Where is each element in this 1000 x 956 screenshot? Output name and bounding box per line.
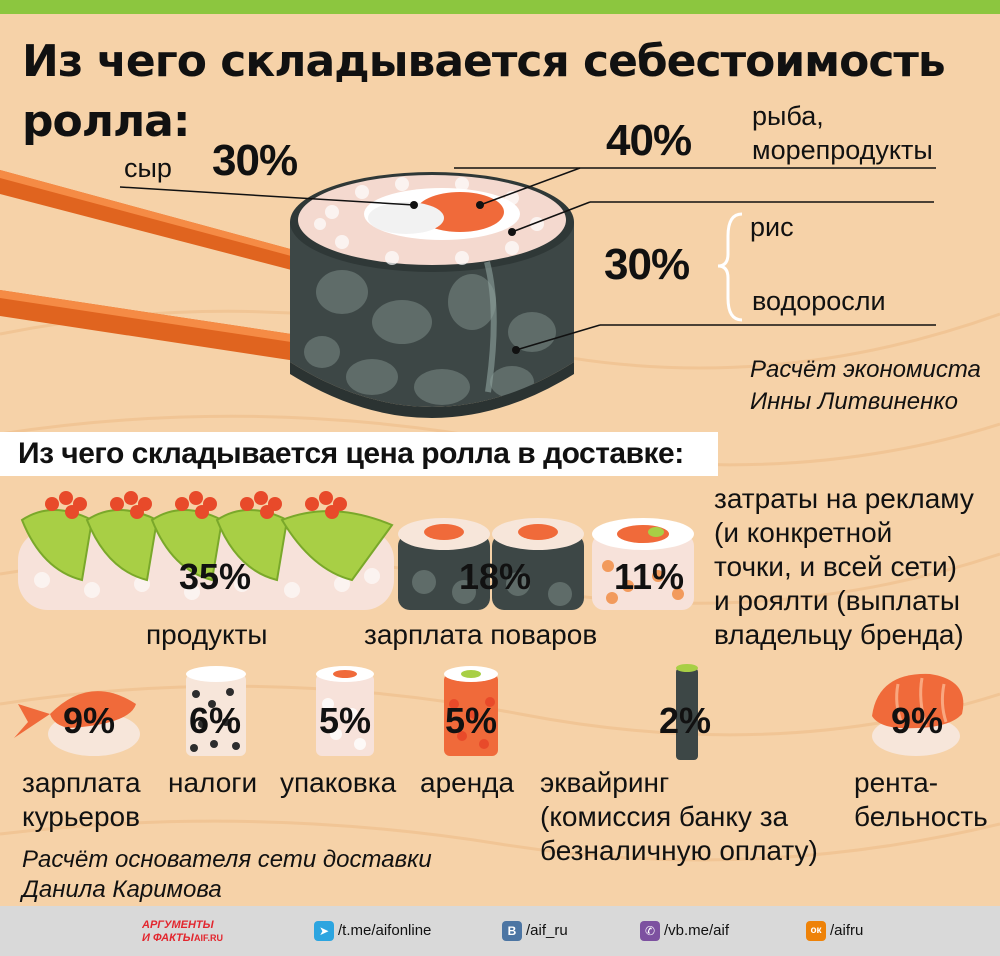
- profitability-sushi-illustration: [872, 673, 964, 756]
- fish-percent: 40%: [606, 116, 692, 165]
- chef-salary-percent: 18%: [458, 556, 532, 597]
- profitability-label-line2: бельность: [854, 801, 988, 832]
- advertising-label-line2: (и конкретной: [714, 517, 893, 548]
- seaweed-label: водоросли: [752, 286, 886, 316]
- products-percent: 35%: [178, 556, 252, 597]
- viber-link-text: /vb.me/aif: [664, 922, 730, 939]
- cost-source-line2: Инны Литвиненко: [750, 388, 959, 415]
- vk-link-text: /aif_ru: [526, 922, 568, 939]
- odnoklassniki-link-text: /aifru: [830, 922, 864, 939]
- profitability-label-line1: рента-: [854, 767, 939, 798]
- telegram-link[interactable]: ➤/t.me/aifonline: [314, 920, 431, 942]
- page-title-line2: ролла:: [22, 96, 190, 147]
- delivery-section-title: Из чего складывается цена ролла в достав…: [18, 437, 684, 470]
- acquiring-label-line1: эквайринг: [540, 767, 670, 798]
- page-title-line1: Из чего складывается себестоимость: [22, 36, 946, 87]
- logo-text-line1: АРГУМЕНТЫ: [142, 919, 215, 931]
- profitability-percent: 9%: [890, 700, 944, 741]
- acquiring-roll-illustration: [676, 664, 698, 760]
- advertising-roll-illustration: [592, 518, 694, 610]
- taxes-label: налоги: [168, 767, 258, 798]
- packaging-label: упаковка: [280, 767, 397, 798]
- top-accent-bar: [0, 0, 1000, 14]
- delivery-source-line2: Данила Каримова: [22, 876, 222, 903]
- taxes-roll-illustration: [186, 666, 246, 756]
- courier-salary-label-line2: курьеров: [22, 801, 141, 832]
- rent-label: аренда: [420, 767, 515, 798]
- viber-link[interactable]: ✆/vb.me/aif: [640, 920, 729, 942]
- advertising-label-line5: владельцу бренда): [714, 619, 964, 650]
- chef-salary-label: зарплата поваров: [364, 619, 598, 650]
- packaging-roll-illustration: [316, 666, 374, 756]
- taxes-percent: 6%: [188, 700, 242, 741]
- logo-domain: AIF.RU: [194, 933, 223, 943]
- products-label: продукты: [146, 619, 268, 650]
- acquiring-label-line2: (комиссия банку за: [540, 801, 789, 832]
- vk-link[interactable]: В/aif_ru: [502, 920, 568, 942]
- advertising-label-line1: затраты на рекламу: [714, 483, 974, 514]
- aif-logo[interactable]: АРГУМЕНТЫ И ФАКТЫ AIF.RU: [142, 916, 238, 946]
- fish-label-line2: морепродукты: [752, 135, 933, 165]
- vk-icon: В: [502, 921, 522, 942]
- cheese-percent: 30%: [212, 136, 298, 185]
- rice-label: рис: [750, 212, 794, 242]
- telegram-icon: ➤: [314, 921, 334, 942]
- cost-source-line1: Расчёт экономиста: [750, 356, 981, 383]
- courier-salary-sushi-illustration: [14, 691, 140, 756]
- cheese-label: сыр: [124, 153, 172, 183]
- acquiring-label-line3: безналичную оплату): [540, 835, 818, 866]
- products-rolls-illustration: [18, 491, 394, 610]
- acquiring-percent: 2%: [658, 700, 712, 741]
- viber-icon: ✆: [640, 921, 660, 942]
- logo-text-line2: И ФАКТЫ: [142, 932, 195, 944]
- advertising-label-line3: точки, и всей сети): [714, 551, 957, 582]
- rent-percent: 5%: [444, 700, 498, 741]
- rent-roll-illustration: [444, 666, 498, 756]
- rice-seaweed-percent: 30%: [604, 240, 690, 289]
- footer-bar: АРГУМЕНТЫ И ФАКТЫ AIF.RU ➤/t.me/aifonlin…: [0, 906, 1000, 956]
- leader-lines: [119, 167, 936, 354]
- courier-salary-percent: 9%: [62, 700, 116, 741]
- delivery-section-banner: Из чего складывается цена ролла в достав…: [0, 432, 718, 476]
- packaging-percent: 5%: [318, 700, 372, 741]
- odnoklassniki-icon: ок: [806, 921, 826, 942]
- delivery-source-line1: Расчёт основателя сети доставки: [22, 846, 432, 873]
- courier-salary-label-line1: зарплата: [22, 767, 141, 798]
- odnoklassniki-link[interactable]: ок/aifru: [806, 920, 863, 942]
- fish-label-line1: рыба,: [752, 101, 824, 131]
- advertising-percent: 11%: [613, 556, 685, 597]
- telegram-link-text: /t.me/aifonline: [338, 922, 432, 939]
- chef-salary-rolls-illustration: [398, 518, 584, 610]
- advertising-label-line4: и роялти (выплаты: [714, 585, 961, 616]
